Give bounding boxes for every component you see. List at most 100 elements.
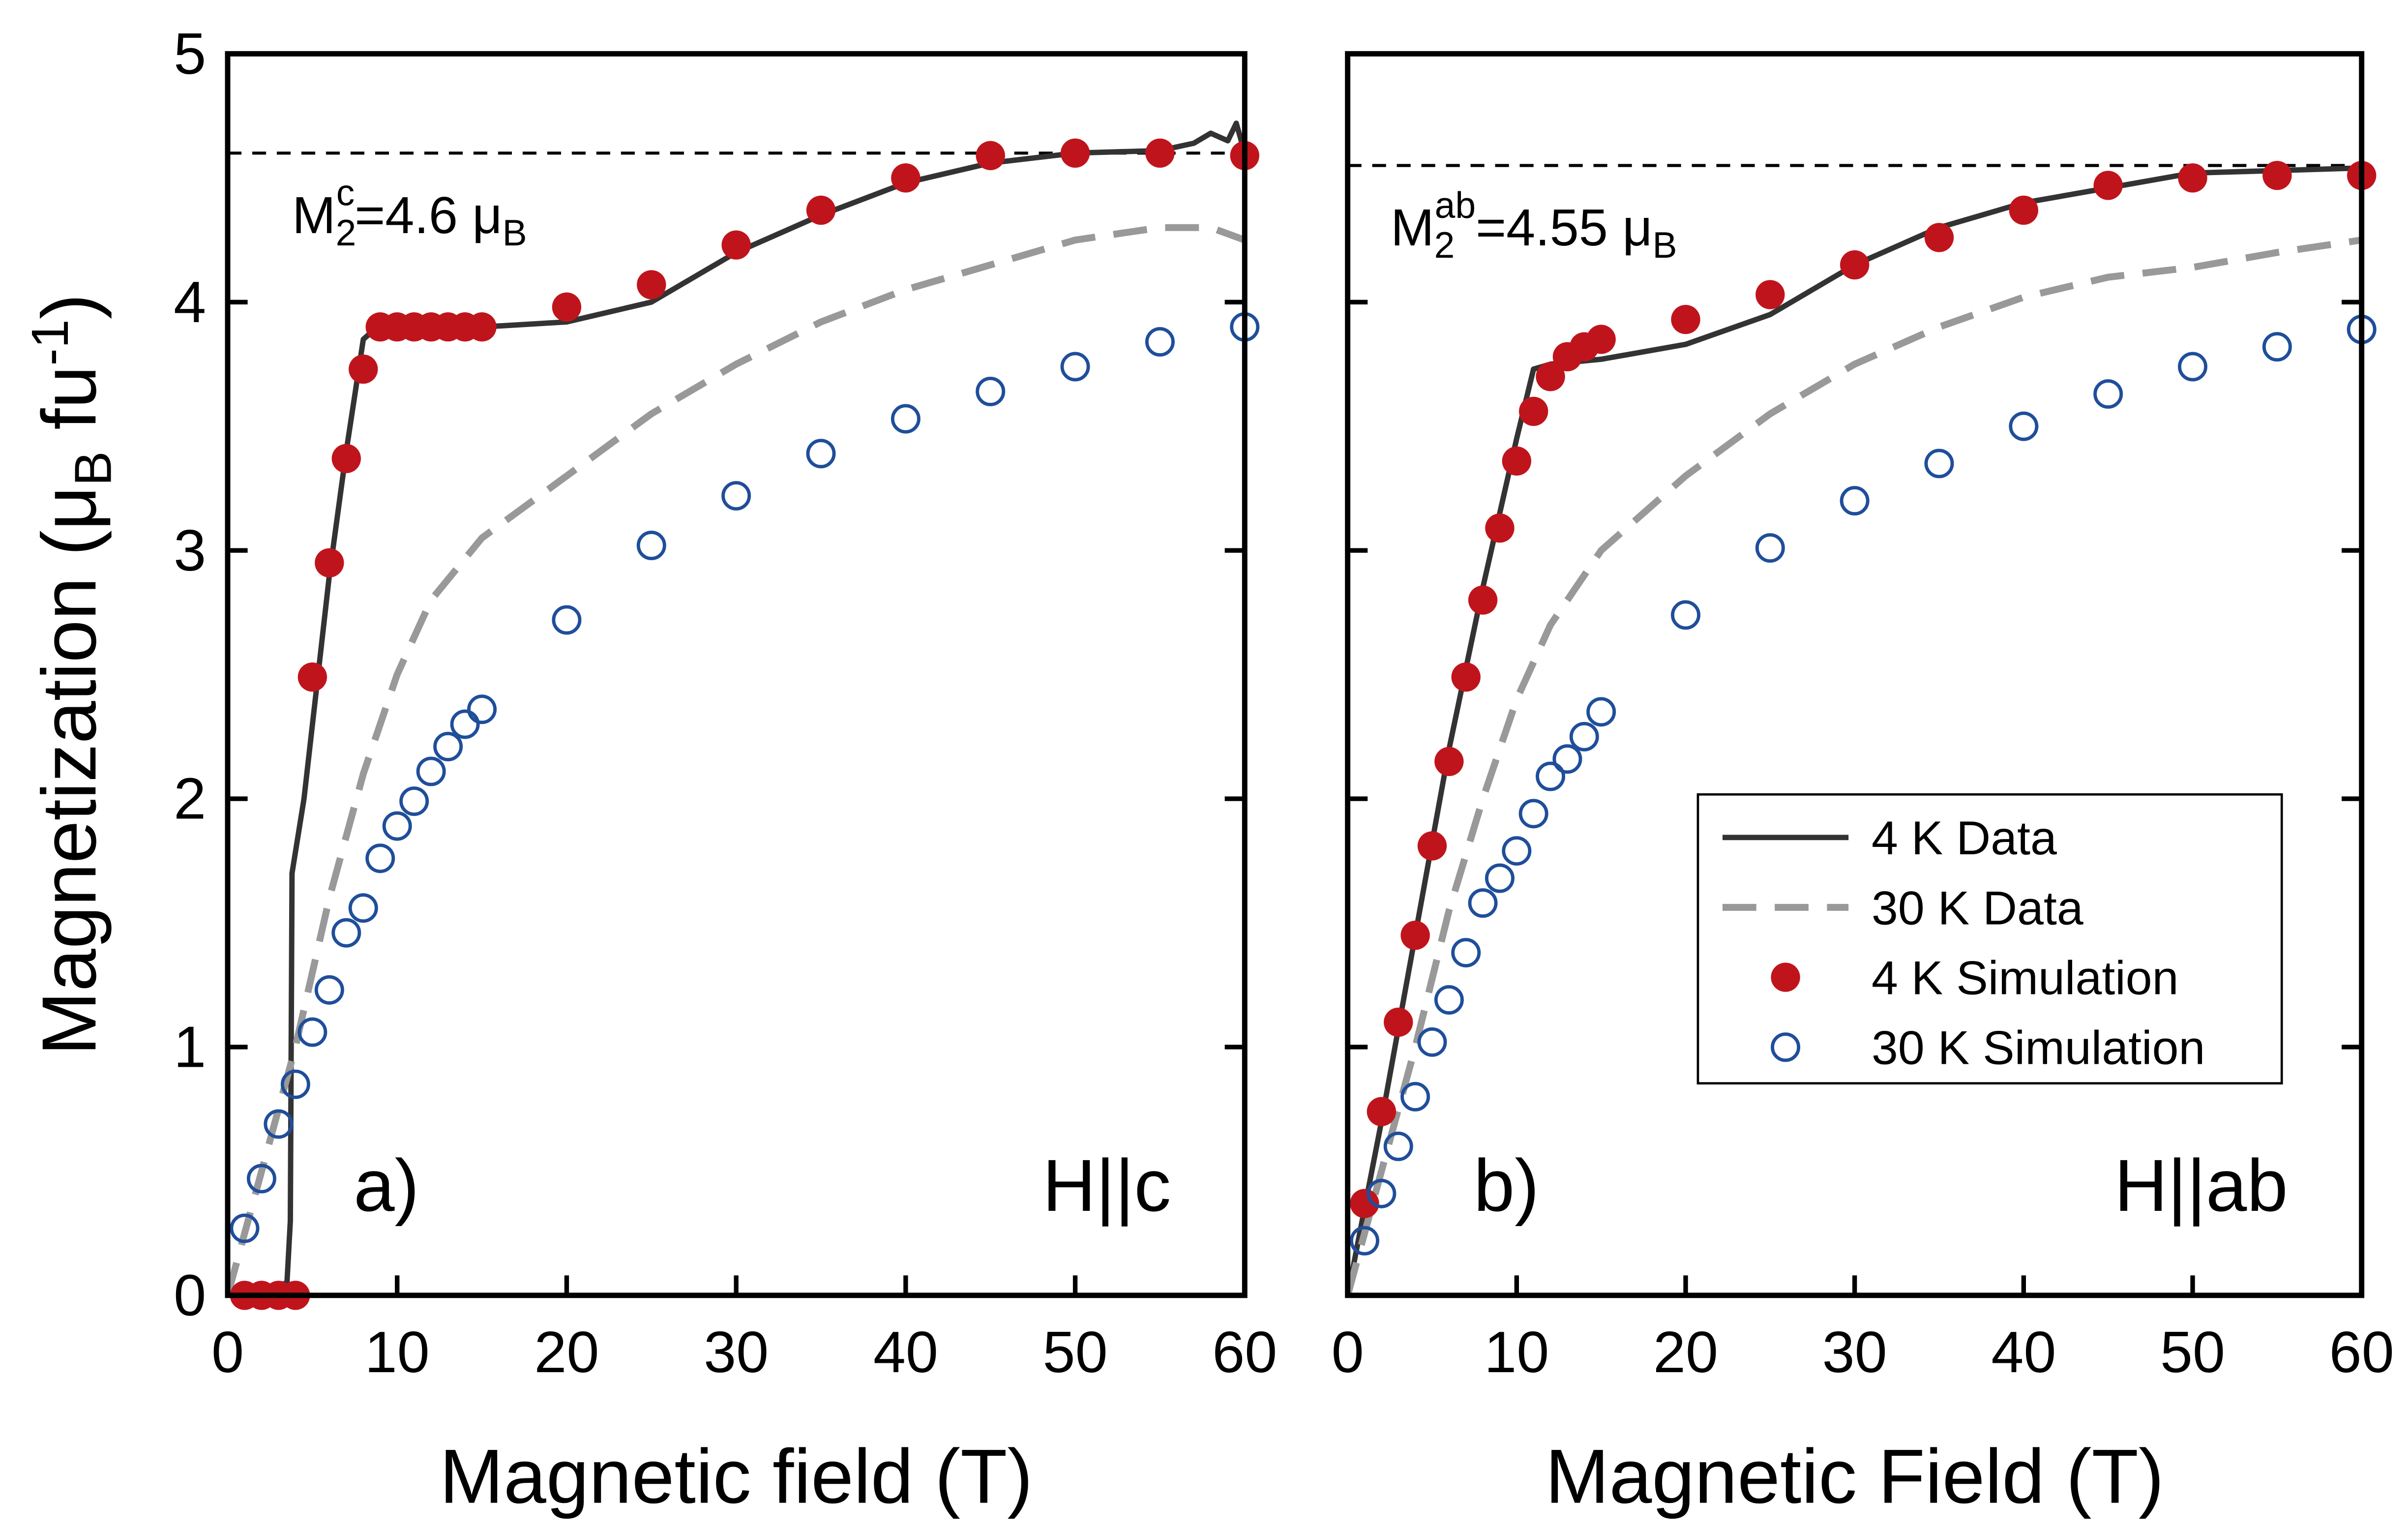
field-label: H||ab xyxy=(2114,1144,2288,1227)
y-tick-label: 2 xyxy=(174,767,206,832)
dashed-line xyxy=(227,224,1245,1295)
open-point xyxy=(331,918,361,948)
simulation-point xyxy=(1145,138,1175,168)
annotation-main: M xyxy=(292,186,335,244)
open-point xyxy=(1417,1027,1447,1057)
open-point xyxy=(2093,379,2123,409)
simulation-point xyxy=(1518,396,1548,426)
open-point xyxy=(1840,486,1870,516)
y-tick-label: 4 xyxy=(174,270,206,335)
legend-marker xyxy=(1771,1032,1801,1062)
simulation-point xyxy=(2178,163,2207,193)
open-point xyxy=(1536,761,1566,791)
panel: M2ab=4.55 μB 0 10 20 30 40 50 60 Magnetic Field … xyxy=(1332,51,2394,1520)
legend-box xyxy=(1696,793,2283,1085)
open-point xyxy=(2262,332,2292,362)
y-axis-label-part: ) xyxy=(27,294,112,319)
open-point xyxy=(246,1164,276,1194)
simulation-point xyxy=(1417,831,1447,861)
simulation-point xyxy=(1384,1007,1413,1037)
annotation: M2ab=4.55 μB xyxy=(1391,184,1677,266)
x-tick-label: 0 xyxy=(1332,1320,1364,1385)
y-tick-label: 5 xyxy=(174,22,206,87)
open-point xyxy=(806,439,836,469)
simulation-point xyxy=(331,444,361,474)
panel-label: a) xyxy=(354,1144,419,1227)
simulation-point xyxy=(1451,662,1481,692)
simulation-point xyxy=(721,230,751,260)
annotation-sub: 2 xyxy=(1434,224,1455,266)
dashed-line xyxy=(1347,237,2362,1295)
x-axis-label: Magnetic field (T) xyxy=(440,1434,1033,1520)
open-point xyxy=(416,756,446,786)
open-point xyxy=(1367,1178,1397,1208)
simulation-point xyxy=(1671,304,1700,334)
annotation-rest-sub: B xyxy=(503,212,527,253)
open-point xyxy=(280,1069,310,1099)
simulation-point xyxy=(891,163,921,193)
x-tick-label: 10 xyxy=(1484,1320,1549,1385)
open-point xyxy=(365,843,395,873)
open-point xyxy=(450,709,480,739)
open-point xyxy=(2009,411,2039,441)
y-axis-label-part: -1 xyxy=(21,319,79,365)
open-point xyxy=(1755,533,1785,563)
open-point xyxy=(348,893,378,923)
simulation-point xyxy=(1502,446,1531,476)
open-point xyxy=(1468,888,1498,918)
open-point xyxy=(1670,600,1700,630)
legend-marker xyxy=(1771,962,1800,992)
y-axis-label-part: Magnetization (μ xyxy=(27,486,112,1055)
annotation: M2c=4.6 μB xyxy=(292,172,527,253)
simulation-point xyxy=(552,292,582,322)
simulation-point xyxy=(637,270,666,300)
open-point xyxy=(2178,352,2208,382)
y-tick-label: 1 xyxy=(174,1015,206,1080)
y-tick-label: 0 xyxy=(174,1263,206,1328)
annotation-sub: 2 xyxy=(336,212,357,253)
open-point xyxy=(1400,1081,1430,1111)
annotation-rest-sub: B xyxy=(1653,224,1677,266)
open-point xyxy=(297,1017,327,1047)
x-tick-label: 40 xyxy=(1991,1320,2056,1385)
x-tick-label: 20 xyxy=(1653,1320,1718,1385)
simulation-point xyxy=(976,141,1005,171)
annotation-rest: =4.6 μ xyxy=(355,186,502,244)
simulation-point xyxy=(349,354,378,384)
legend-label: 30 K Simulation xyxy=(1872,1021,2205,1075)
open-point xyxy=(552,605,582,635)
field-label: H||c xyxy=(1042,1144,1171,1227)
annotation-sup: ab xyxy=(1435,184,1476,226)
open-point xyxy=(1383,1131,1413,1161)
x-tick-label: 10 xyxy=(365,1320,430,1385)
open-point xyxy=(382,811,412,841)
simulation-point xyxy=(1586,325,1616,354)
open-point xyxy=(1350,1226,1379,1256)
simulation-point xyxy=(2009,195,2039,225)
simulation-point xyxy=(2093,171,2123,200)
open-point xyxy=(1569,721,1599,751)
x-tick-label: 40 xyxy=(873,1320,938,1385)
legend: 4 K Data 30 K Data 4 K Simulation 30 K Simu… xyxy=(1696,793,2283,1085)
annotation-sup: c xyxy=(336,172,355,213)
open-point xyxy=(1924,449,1954,479)
open-point xyxy=(1552,744,1582,774)
simulation-point xyxy=(1060,138,1090,168)
legend-label: 4 K Simulation xyxy=(1872,951,2178,1004)
y-axis-label: Magnetization (μB fu-1) xyxy=(21,294,122,1055)
open-point xyxy=(1485,863,1515,893)
open-point xyxy=(1434,985,1464,1015)
open-point xyxy=(1586,697,1616,727)
open-point xyxy=(1518,799,1548,829)
x-tick-label: 60 xyxy=(2329,1320,2394,1385)
simulation-point xyxy=(1485,513,1515,543)
x-axis-label: Magnetic Field (T) xyxy=(1545,1434,2164,1520)
open-point xyxy=(467,694,497,724)
simulation-point xyxy=(806,195,836,225)
open-point xyxy=(1502,836,1532,866)
data-line xyxy=(227,120,1245,1295)
x-tick-label: 30 xyxy=(704,1320,769,1385)
